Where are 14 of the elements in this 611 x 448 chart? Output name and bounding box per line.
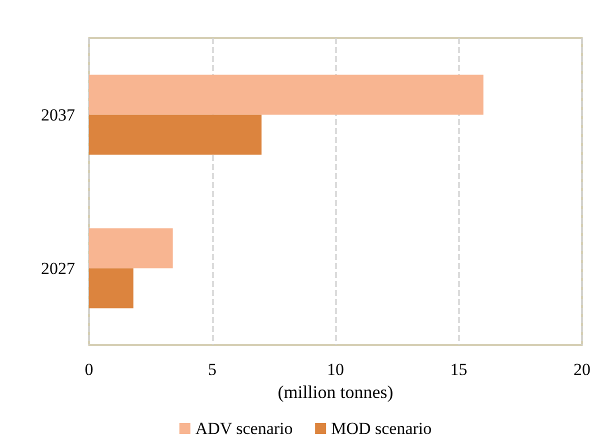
x-axis-title: (million tonnes) — [278, 382, 394, 402]
legend-label: MOD scenario — [331, 419, 432, 438]
bar — [89, 114, 262, 155]
legend-label: ADV scenario — [195, 419, 293, 438]
bar — [89, 228, 173, 268]
y-tick-label: 2027 — [41, 258, 76, 278]
y-tick-label: 2037 — [41, 105, 76, 124]
bar — [89, 268, 134, 308]
x-tick-label: 0 — [84, 360, 94, 379]
x-tick-label: 5 — [208, 360, 216, 379]
x-tick-label: 10 — [327, 360, 344, 379]
bar — [89, 74, 484, 115]
x-tick-label: 20 — [574, 360, 590, 379]
x-tick-label: 15 — [450, 360, 468, 379]
